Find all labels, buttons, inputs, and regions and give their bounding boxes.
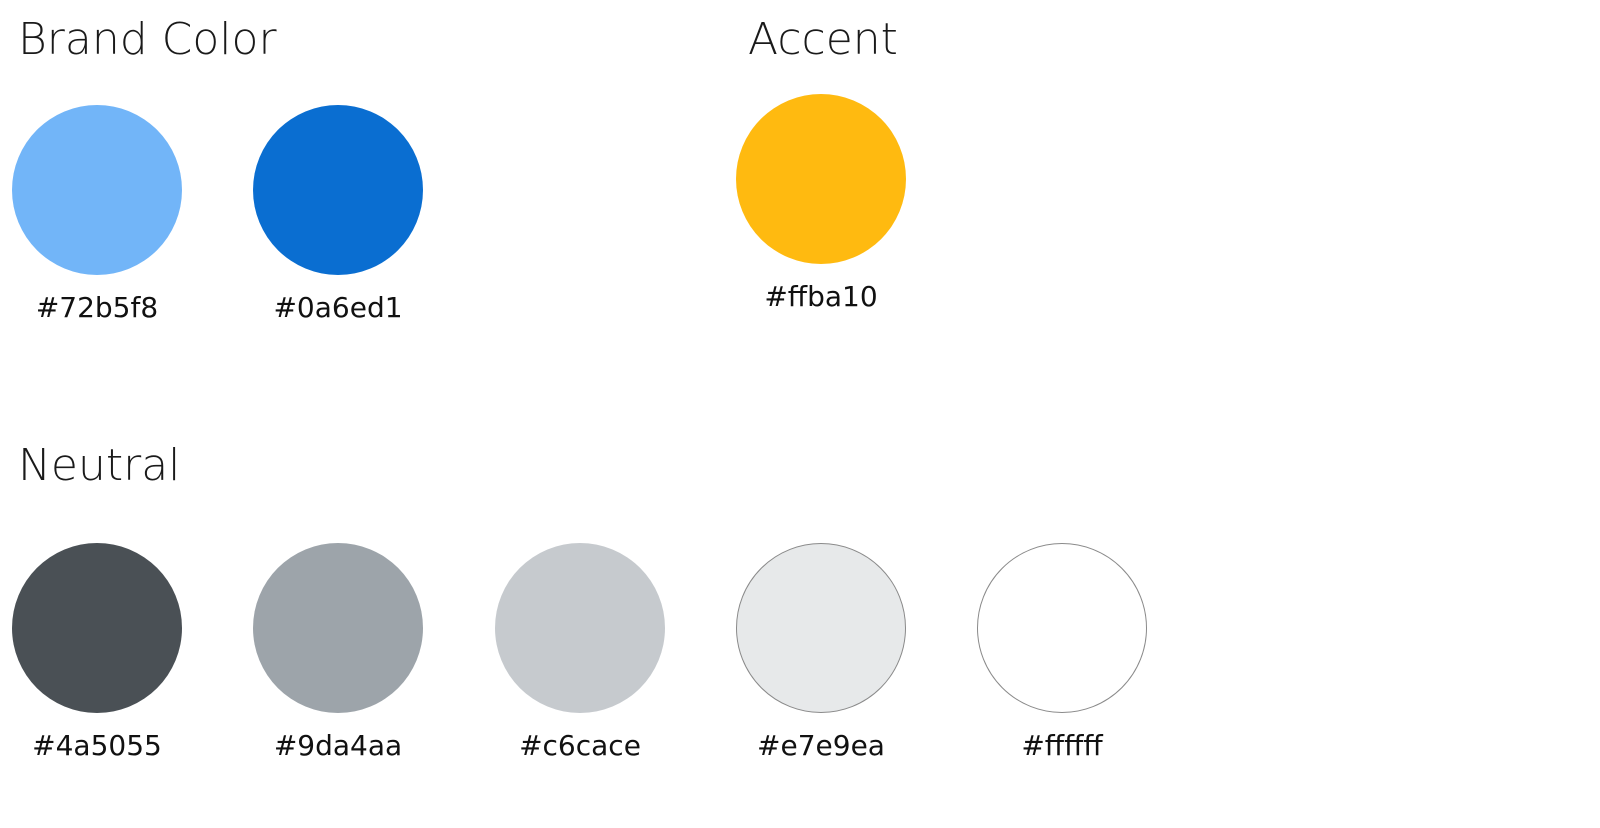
hex-label: #0a6ed1 bbox=[273, 291, 403, 324]
color-circle bbox=[736, 94, 906, 264]
brand-swatch-1: #72b5f8 bbox=[0, 105, 197, 345]
color-circle bbox=[12, 105, 182, 275]
color-circle bbox=[253, 543, 423, 713]
neutral-heading: Neutral bbox=[18, 440, 181, 491]
hex-label: #4a5055 bbox=[32, 729, 162, 762]
neutral-swatch-1: #4a5055 bbox=[0, 543, 197, 783]
hex-label: #ffffff bbox=[1021, 729, 1103, 762]
neutral-swatch-5: #ffffff bbox=[962, 543, 1162, 783]
color-circle bbox=[495, 543, 665, 713]
hex-label: #ffba10 bbox=[764, 280, 878, 313]
color-circle bbox=[253, 105, 423, 275]
color-circle bbox=[736, 543, 906, 713]
hex-label: #e7e9ea bbox=[757, 729, 885, 762]
accent-swatch-1: #ffba10 bbox=[721, 94, 921, 334]
hex-label: #72b5f8 bbox=[35, 291, 159, 324]
neutral-swatch-3: #c6cace bbox=[480, 543, 680, 783]
brand-swatch-2: #0a6ed1 bbox=[238, 105, 438, 345]
brand-color-heading: Brand Color bbox=[18, 14, 277, 65]
hex-label: #c6cace bbox=[519, 729, 641, 762]
color-circle bbox=[12, 543, 182, 713]
neutral-swatch-4: #e7e9ea bbox=[721, 543, 921, 783]
neutral-swatch-2: #9da4aa bbox=[238, 543, 438, 783]
accent-heading: Accent bbox=[748, 14, 898, 65]
hex-label: #9da4aa bbox=[273, 729, 403, 762]
color-circle bbox=[977, 543, 1147, 713]
